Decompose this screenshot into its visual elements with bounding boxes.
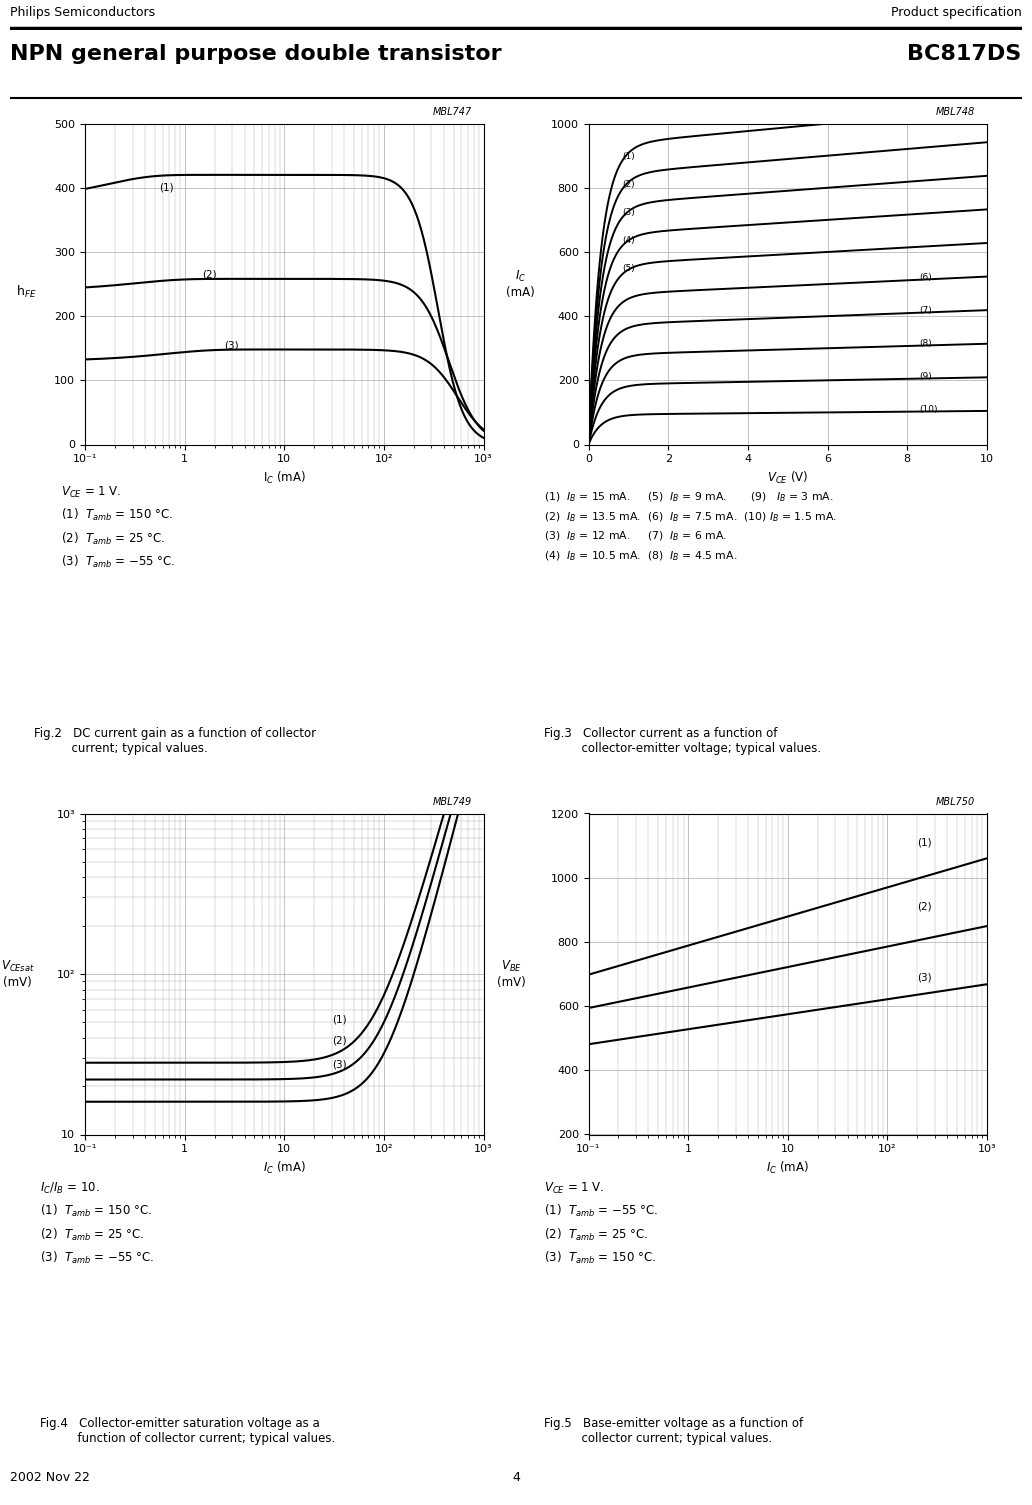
Text: (8): (8) — [920, 339, 932, 348]
Text: Fig.3   Collector current as a function of
          collector-emitter voltage; : Fig.3 Collector current as a function of… — [544, 727, 820, 756]
Text: (3): (3) — [917, 972, 932, 983]
X-axis label: I$_C$ (mA): I$_C$ (mA) — [263, 470, 305, 486]
Text: Product specification: Product specification — [891, 6, 1022, 20]
Text: (5): (5) — [622, 265, 635, 274]
Text: Fig.2   DC current gain as a function of collector
          current; typical va: Fig.2 DC current gain as a function of c… — [34, 727, 316, 756]
Text: (1): (1) — [331, 1014, 347, 1025]
Y-axis label: $V_{BE}$
(mV): $V_{BE}$ (mV) — [497, 959, 526, 989]
Text: (2): (2) — [331, 1035, 347, 1046]
Text: 4: 4 — [512, 1470, 520, 1484]
Text: Philips Semiconductors: Philips Semiconductors — [10, 6, 156, 20]
Text: BC817DS: BC817DS — [907, 45, 1022, 65]
Text: MBL748: MBL748 — [936, 107, 975, 117]
Text: (2): (2) — [622, 181, 635, 190]
X-axis label: $I_C$ (mA): $I_C$ (mA) — [263, 1160, 305, 1175]
Y-axis label: $V_{CEsat}$
(mV): $V_{CEsat}$ (mV) — [1, 959, 35, 989]
Text: (9): (9) — [920, 372, 932, 381]
X-axis label: $I_C$ (mA): $I_C$ (mA) — [767, 1160, 809, 1175]
Text: Fig.4   Collector-emitter saturation voltage as a
          function of collecto: Fig.4 Collector-emitter saturation volta… — [40, 1418, 335, 1445]
Text: MBL749: MBL749 — [432, 798, 472, 807]
Text: NPN general purpose double transistor: NPN general purpose double transistor — [10, 45, 502, 65]
Text: $I_C/I_B$ = 10.
(1)  $T_{amb}$ = 150 °C.
(2)  $T_{amb}$ = 25 °C.
(3)  $T_{amb}$ : $I_C/I_B$ = 10. (1) $T_{amb}$ = 150 °C. … — [40, 1181, 155, 1266]
Text: (3): (3) — [331, 1060, 347, 1070]
Text: MBL747: MBL747 — [432, 107, 472, 117]
Text: $V_{CE}$ = 1 V.
(1)  $T_{amb}$ = 150 °C.
(2)  $T_{amb}$ = 25 °C.
(3)  $T_{amb}$ : $V_{CE}$ = 1 V. (1) $T_{amb}$ = 150 °C. … — [61, 485, 175, 570]
Text: (1): (1) — [622, 152, 635, 161]
Text: (2): (2) — [202, 269, 217, 280]
Text: 2002 Nov 22: 2002 Nov 22 — [10, 1470, 90, 1484]
Text: Fig.5   Base-emitter voltage as a function of
          collector current; typic: Fig.5 Base-emitter voltage as a function… — [544, 1418, 803, 1445]
Text: (2): (2) — [917, 901, 932, 912]
Text: (4): (4) — [622, 236, 635, 245]
Text: (7): (7) — [920, 306, 932, 315]
Text: (1)  $I_B$ = 15 mA.     (5)  $I_B$ = 9 mA.       (9)   $I_B$ = 3 mA.
(2)  $I_B$ : (1) $I_B$ = 15 mA. (5) $I_B$ = 9 mA. (9)… — [544, 491, 837, 563]
Text: MBL750: MBL750 — [936, 798, 975, 807]
X-axis label: $V_{CE}$ (V): $V_{CE}$ (V) — [767, 470, 808, 486]
Text: (3): (3) — [224, 340, 238, 351]
Text: (1): (1) — [159, 184, 173, 193]
Text: $V_{CE}$ = 1 V.
(1)  $T_{amb}$ = −55 °C.
(2)  $T_{amb}$ = 25 °C.
(3)  $T_{amb}$ : $V_{CE}$ = 1 V. (1) $T_{amb}$ = −55 °C. … — [544, 1181, 658, 1266]
Text: (3): (3) — [622, 208, 635, 217]
Text: (10): (10) — [920, 405, 938, 414]
Y-axis label: $I_C$
(mA): $I_C$ (mA) — [506, 269, 535, 299]
Text: (1): (1) — [917, 838, 932, 847]
Text: (6): (6) — [920, 272, 932, 281]
Y-axis label: h$_{FE}$: h$_{FE}$ — [17, 284, 37, 299]
